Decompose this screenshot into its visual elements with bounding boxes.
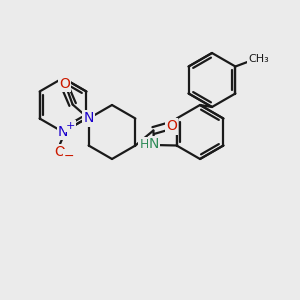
Text: O: O	[55, 145, 65, 159]
Text: N: N	[149, 137, 159, 151]
Text: +: +	[65, 121, 75, 131]
Text: N: N	[58, 125, 68, 139]
Text: H: H	[139, 137, 149, 151]
Text: CH₃: CH₃	[248, 55, 269, 64]
Text: O: O	[166, 119, 177, 134]
Text: N: N	[83, 112, 94, 125]
Text: −: −	[64, 149, 74, 163]
Text: O: O	[59, 76, 70, 91]
